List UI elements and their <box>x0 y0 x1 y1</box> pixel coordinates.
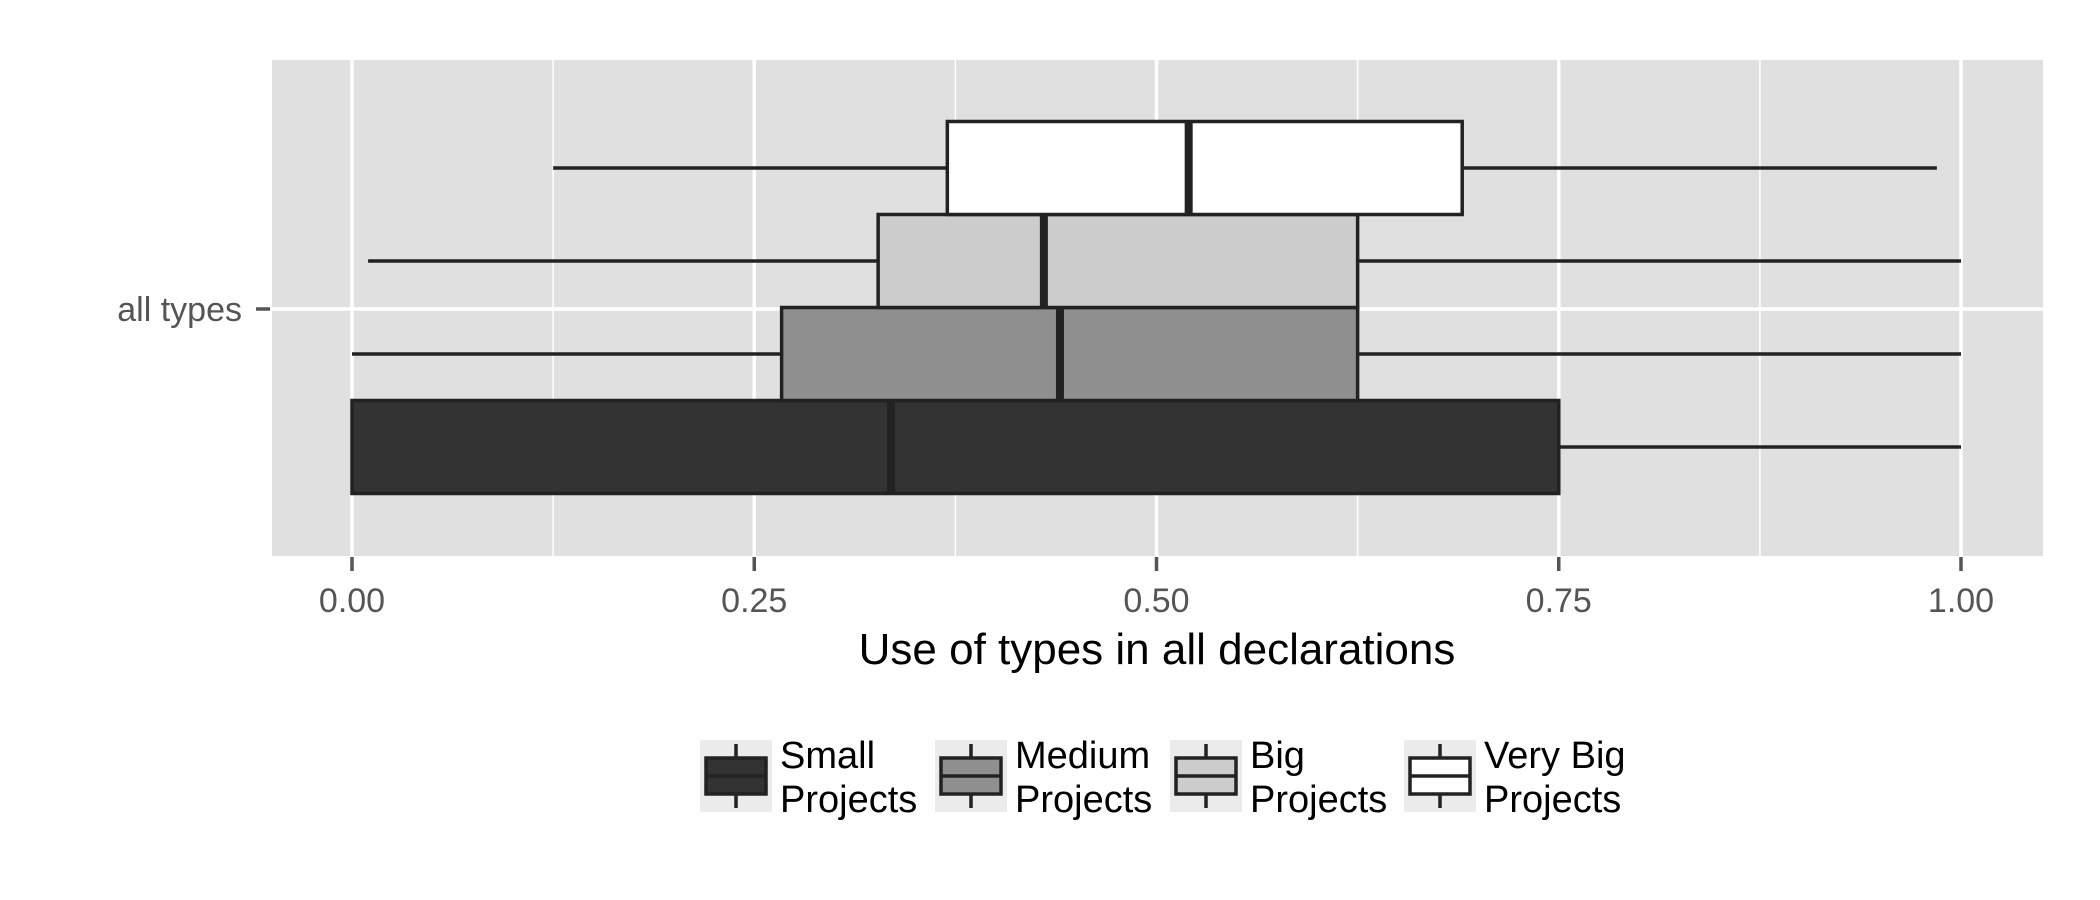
legend-label-line: Projects <box>1250 779 1387 821</box>
legend-item: Medium Projects <box>935 735 1152 821</box>
legend-item: Very Big Projects <box>1404 735 1626 821</box>
box-series <box>350 119 1961 496</box>
x-axis: 0.00 0.25 0.50 0.75 1.00 <box>319 557 1994 620</box>
legend-label: Small Projects <box>780 735 917 821</box>
y-tick-label: all types <box>117 291 242 329</box>
x-axis-title: Use of types in all declarations <box>859 625 1456 674</box>
legend-label: Big Projects <box>1250 735 1387 821</box>
box-very-big-projects <box>553 119 1937 217</box>
legend-label-line: Projects <box>1484 779 1621 821</box>
legend-item: Big Projects <box>1170 735 1387 821</box>
x-tick-label: 0.25 <box>721 582 787 620</box>
box-medium-projects <box>352 305 1961 403</box>
x-tick-label: 1.00 <box>1928 582 1994 620</box>
box-iqr <box>876 212 1360 310</box>
box-iqr <box>779 305 1360 403</box>
y-axis: all types <box>117 291 270 329</box>
legend-label-line: Very Big <box>1484 735 1626 777</box>
legend-label-line: Small <box>780 735 875 777</box>
box-iqr <box>945 119 1464 217</box>
legend-label-line: Medium <box>1015 735 1150 777</box>
box-big-projects <box>368 212 1961 310</box>
legend-label: Very Big Projects <box>1484 735 1626 821</box>
x-tick-label: 0.75 <box>1526 582 1592 620</box>
box-small-projects <box>350 398 1961 496</box>
legend-label-line: Projects <box>780 779 917 821</box>
legend-item: Small Projects <box>700 735 917 821</box>
box-iqr <box>350 398 1561 496</box>
legend-label-line: Projects <box>1015 779 1152 821</box>
legend-label: Medium Projects <box>1015 735 1152 821</box>
x-tick-label: 0.50 <box>1123 582 1189 620</box>
x-tick-label: 0.00 <box>319 582 385 620</box>
legend-label-line: Big <box>1250 735 1305 777</box>
